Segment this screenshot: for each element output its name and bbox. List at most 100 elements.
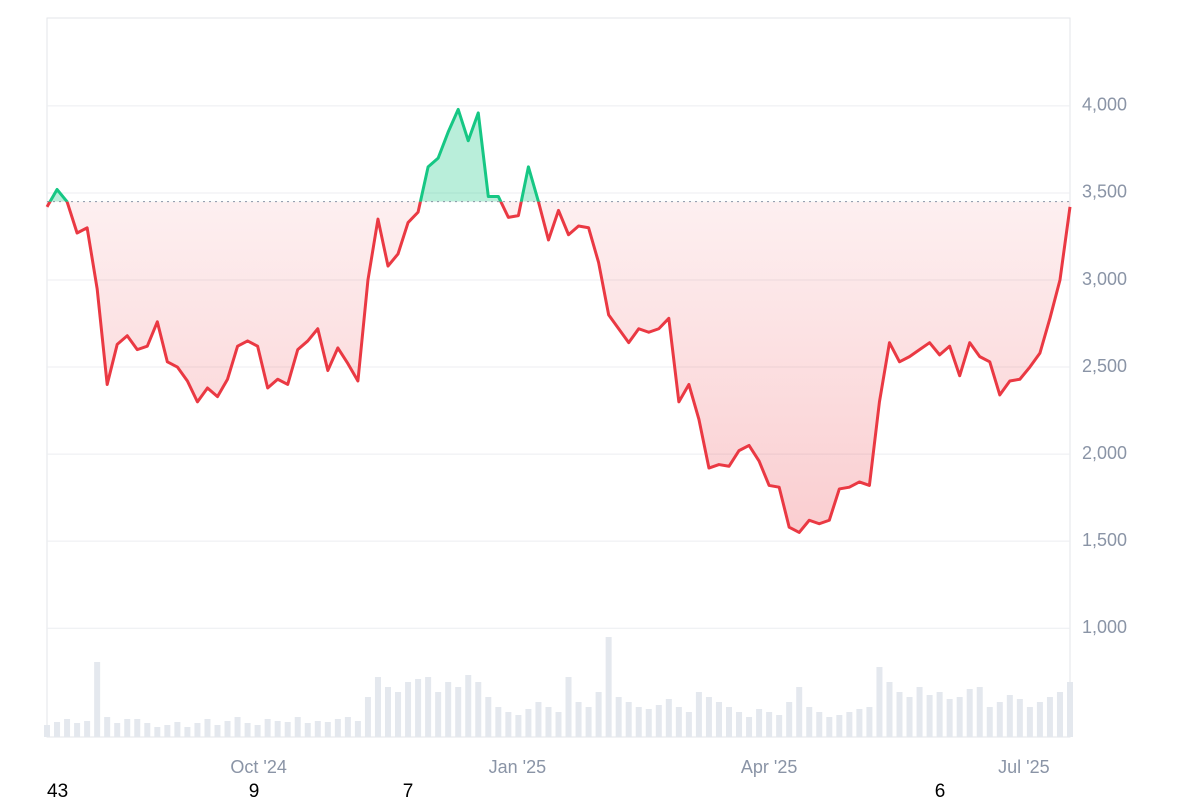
volume-bar	[936, 692, 943, 737]
volume-bar	[1006, 695, 1013, 737]
x-tick-label: Jul '25	[998, 757, 1049, 777]
volume-bar	[94, 662, 101, 737]
volume-bar	[194, 723, 201, 737]
volume-bar	[876, 667, 883, 737]
volume-bar	[334, 719, 341, 737]
volume-bar	[756, 709, 763, 737]
volume-bar	[525, 709, 532, 737]
volume-bar	[214, 725, 221, 737]
volume-bar	[344, 717, 351, 737]
volume-bar	[495, 707, 502, 737]
volume-bar	[555, 712, 562, 737]
volume-bar	[655, 705, 662, 737]
volume-bar	[465, 675, 472, 737]
volume-bar	[746, 717, 753, 737]
volume-bar	[575, 702, 582, 737]
volume-bar	[425, 677, 432, 737]
volume-bar	[74, 723, 81, 737]
y-tick-label: 1,500	[1082, 530, 1127, 550]
volume-bar	[625, 702, 632, 737]
volume-bar	[846, 712, 853, 737]
volume-bar	[635, 707, 642, 737]
volume-bar	[204, 719, 211, 737]
footer-label: 43	[47, 781, 68, 800]
volume-bar	[134, 719, 141, 737]
volume-bar	[976, 687, 983, 737]
volume-bar	[455, 687, 462, 737]
volume-bar	[485, 697, 492, 737]
volume-bar	[886, 682, 893, 737]
volume-bar	[996, 702, 1003, 737]
volume-bar	[916, 687, 923, 737]
volume-bar	[1046, 697, 1053, 737]
y-tick-label: 2,500	[1082, 356, 1127, 376]
volume-bar	[154, 727, 161, 737]
volume-bar	[124, 719, 131, 737]
volume-bar	[274, 721, 281, 737]
volume-bar	[144, 723, 151, 737]
volume-bar	[184, 727, 191, 737]
y-tick-label: 2,000	[1082, 443, 1127, 463]
volume-bar	[776, 715, 783, 737]
volume-bar	[856, 709, 863, 737]
volume-bar	[354, 721, 361, 737]
volume-bar	[1026, 707, 1033, 737]
volume-bar	[304, 723, 311, 737]
volume-bar	[324, 722, 331, 737]
y-tick-label: 1,000	[1082, 617, 1127, 637]
volume-bar	[395, 692, 402, 737]
volume-bar	[294, 717, 301, 737]
volume-bar	[806, 707, 813, 737]
volume-bar	[695, 692, 702, 737]
volume-bar	[956, 697, 963, 737]
volume-bar	[515, 715, 522, 737]
volume-bar	[705, 697, 712, 737]
price-line-down	[45, 201, 1072, 534]
volume-bar	[475, 682, 482, 737]
volume-bar	[224, 721, 231, 737]
volume-bar	[174, 722, 181, 737]
volume-bar	[104, 717, 111, 737]
volume-bar	[675, 707, 682, 737]
volume-bar	[234, 717, 241, 737]
volume-bar	[645, 709, 652, 737]
volume-bar	[866, 707, 873, 737]
volume-bar	[264, 719, 271, 737]
volume-bar	[385, 687, 391, 737]
volume-bar	[1056, 692, 1063, 737]
volume-bar	[374, 677, 381, 737]
volume-bar	[1067, 682, 1073, 737]
volume-bar	[364, 697, 371, 737]
volume-bar	[665, 699, 672, 737]
volume-bar	[54, 722, 61, 737]
volume-bar	[615, 697, 622, 737]
volume-bar	[435, 692, 442, 737]
area-down	[47, 201, 1070, 533]
volume-bar	[405, 682, 412, 737]
volume-bar	[736, 712, 743, 737]
volume-bar	[1036, 702, 1043, 737]
volume-bar	[926, 695, 933, 737]
volume-bar	[545, 707, 552, 737]
volume-bar	[244, 723, 251, 737]
x-tick-label: Jan '25	[489, 757, 546, 777]
volume-bar	[565, 677, 572, 737]
volume-bar	[796, 687, 803, 737]
volume-bar	[44, 725, 50, 737]
volume-bar	[685, 712, 692, 737]
x-tick-label: Apr '25	[741, 757, 797, 777]
volume-bar	[906, 697, 913, 737]
volume-bar	[986, 707, 993, 737]
volume-bar	[415, 679, 422, 737]
x-tick-label: Oct '24	[230, 757, 286, 777]
volume-bar	[114, 723, 121, 737]
volume-bar	[966, 689, 973, 737]
volume-bar	[64, 719, 71, 737]
volume-bar	[84, 721, 91, 737]
volume-bar	[284, 722, 291, 737]
y-tick-label: 4,000	[1082, 95, 1127, 115]
volume-bar	[836, 715, 843, 737]
volume-bar	[254, 725, 261, 737]
volume-bar	[595, 692, 602, 737]
